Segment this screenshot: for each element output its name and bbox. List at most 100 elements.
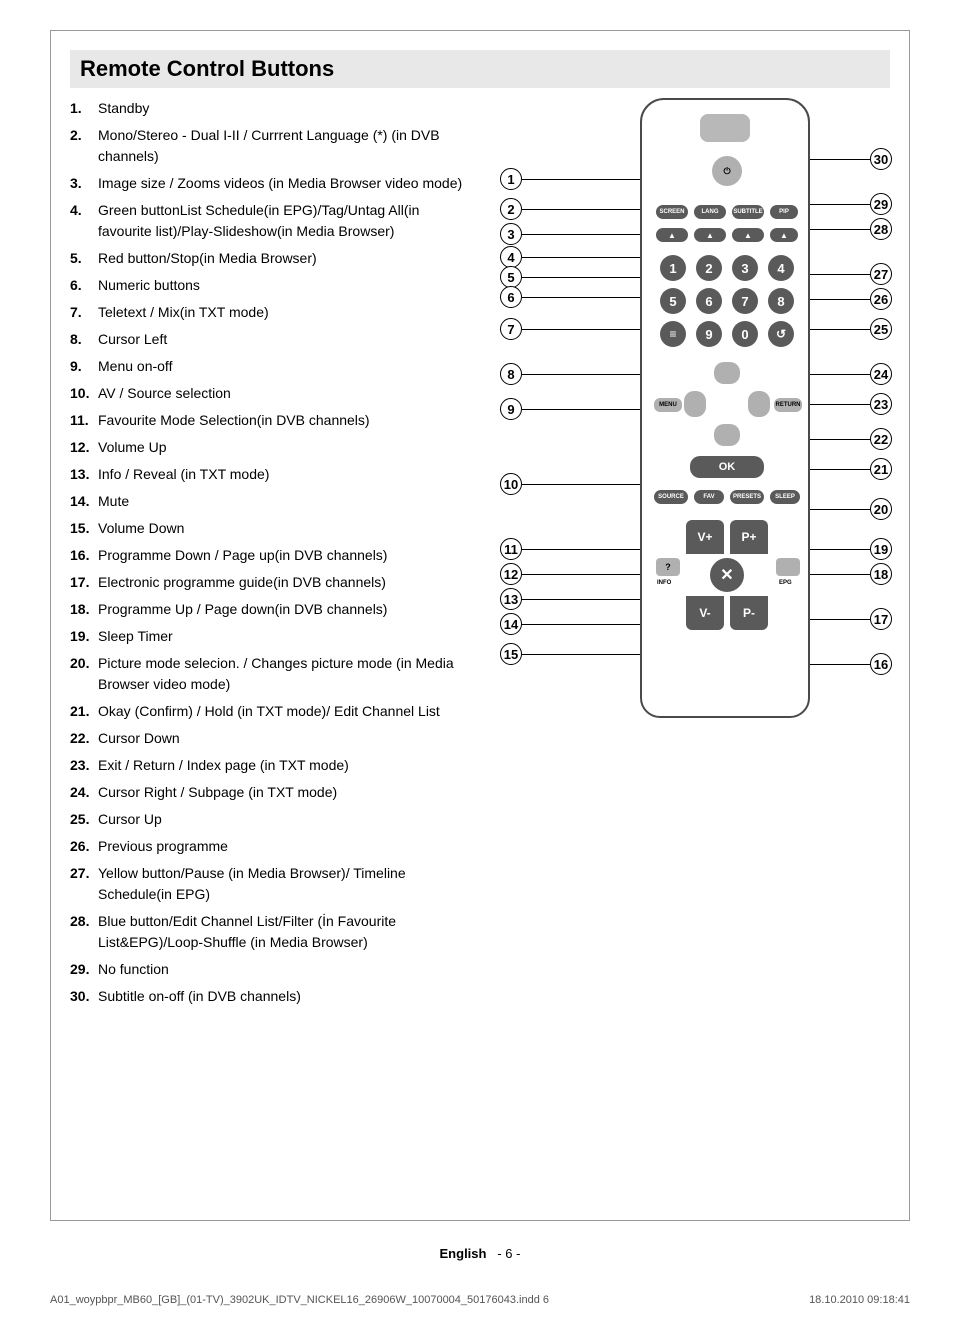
callout-line: [522, 574, 640, 575]
program-up[interactable]: P+: [730, 520, 768, 554]
key-3[interactable]: 3: [732, 255, 758, 281]
callout-line: [522, 374, 640, 375]
list-item-text: Info / Reveal (in TXT mode): [98, 464, 470, 485]
presets-button[interactable]: PRESETS: [730, 490, 764, 504]
red-button[interactable]: ▲: [656, 228, 688, 242]
key-9[interactable]: 9: [696, 321, 722, 347]
yellow-button[interactable]: ▲: [732, 228, 764, 242]
list-item: 29.No function: [70, 959, 470, 980]
list-item-number: 15.: [70, 518, 98, 539]
list-item-number: 19.: [70, 626, 98, 647]
list-item-text: Programme Down / Page up(in DVB channels…: [98, 545, 470, 566]
teletext-button[interactable]: ≡: [660, 321, 686, 347]
list-item-text: Blue button/Edit Channel List/Filter (İn…: [98, 911, 470, 953]
list-item-text: Image size / Zooms videos (in Media Brow…: [98, 173, 470, 194]
green-button[interactable]: ▲: [694, 228, 726, 242]
button-list: 1.Standby2.Mono/Stereo - Dual I-II / Cur…: [70, 98, 470, 1013]
list-item-number: 11.: [70, 410, 98, 431]
program-down[interactable]: P-: [730, 596, 768, 630]
ir-window: [700, 114, 750, 142]
list-item: 18.Programme Up / Page down(in DVB chann…: [70, 599, 470, 620]
list-item: 23.Exit / Return / Index page (in TXT mo…: [70, 755, 470, 776]
epg-button[interactable]: [776, 558, 800, 576]
callout-28: 28: [870, 218, 892, 240]
return-button[interactable]: RETURN: [774, 398, 802, 412]
meta-timestamp: 18.10.2010 09:18:41: [809, 1294, 910, 1306]
callout-line: [810, 404, 870, 405]
list-item: 7.Teletext / Mix(in TXT mode): [70, 302, 470, 323]
list-item: 14.Mute: [70, 491, 470, 512]
key-1[interactable]: 1: [660, 255, 686, 281]
callout-3: 3: [500, 223, 522, 245]
cursor-right[interactable]: [748, 391, 770, 417]
volume-up[interactable]: V+: [686, 520, 724, 554]
callout-line: [810, 509, 870, 510]
list-item-text: Previous programme: [98, 836, 470, 857]
volume-down[interactable]: V-: [686, 596, 724, 630]
key-0[interactable]: 0: [732, 321, 758, 347]
cursor-left[interactable]: [684, 391, 706, 417]
cursor-up[interactable]: [714, 362, 740, 384]
list-item: 11.Favourite Mode Selection(in DVB chann…: [70, 410, 470, 431]
callout-15: 15: [500, 643, 522, 665]
sleep-button[interactable]: SLEEP: [770, 490, 800, 504]
list-item: 28.Blue button/Edit Channel List/Filter …: [70, 911, 470, 953]
list-item-number: 16.: [70, 545, 98, 566]
callout-line: [810, 619, 870, 620]
list-item-text: AV / Source selection: [98, 383, 470, 404]
callout-line: [522, 549, 640, 550]
callout-7: 7: [500, 318, 522, 340]
key-8[interactable]: 8: [768, 288, 794, 314]
list-item: 19.Sleep Timer: [70, 626, 470, 647]
key-7[interactable]: 7: [732, 288, 758, 314]
callout-line: [810, 664, 870, 665]
list-item-number: 30.: [70, 986, 98, 1007]
list-item-number: 7.: [70, 302, 98, 323]
callout-line: [522, 599, 640, 600]
key-2[interactable]: 2: [696, 255, 722, 281]
menu-button[interactable]: MENU: [654, 398, 682, 412]
callout-19: 19: [870, 538, 892, 560]
list-item-number: 10.: [70, 383, 98, 404]
list-item: 20.Picture mode selecion. / Changes pict…: [70, 653, 470, 695]
callout-8: 8: [500, 363, 522, 385]
lang-button[interactable]: LANG: [694, 205, 726, 219]
callout-line: [810, 274, 870, 275]
pip-button[interactable]: PIP: [770, 205, 798, 219]
list-item: 16.Programme Down / Page up(in DVB chann…: [70, 545, 470, 566]
mute-button[interactable]: ✕: [708, 556, 746, 594]
cursor-down[interactable]: [714, 424, 740, 446]
footer-sep: -: [497, 1246, 501, 1261]
list-item: 30.Subtitle on-off (in DVB channels): [70, 986, 470, 1007]
callout-line: [522, 179, 640, 180]
key-4[interactable]: 4: [768, 255, 794, 281]
callout-27: 27: [870, 263, 892, 285]
list-item-number: 6.: [70, 275, 98, 296]
callout-26: 26: [870, 288, 892, 310]
screen-button[interactable]: SCREEN: [656, 205, 688, 219]
callout-30: 30: [870, 148, 892, 170]
callout-line: [522, 409, 640, 410]
info-icon-button[interactable]: ?: [656, 558, 680, 576]
list-item-text: Electronic programme guide(in DVB channe…: [98, 572, 470, 593]
epg-label: EPG: [779, 580, 792, 586]
list-item-text: Exit / Return / Index page (in TXT mode): [98, 755, 470, 776]
subtitle-button[interactable]: SUBTITLE: [732, 205, 764, 219]
callout-25: 25: [870, 318, 892, 340]
fav-button[interactable]: FAV: [694, 490, 724, 504]
callout-17: 17: [870, 608, 892, 630]
ok-button[interactable]: OK: [690, 456, 764, 478]
source-button[interactable]: SOURCE: [654, 490, 688, 504]
previous-button[interactable]: ↺: [768, 321, 794, 347]
callout-6: 6: [500, 286, 522, 308]
key-5[interactable]: 5: [660, 288, 686, 314]
callout-line: [522, 484, 640, 485]
list-item-text: No function: [98, 959, 470, 980]
blue-button[interactable]: ▲: [770, 228, 798, 242]
list-item-text: Mono/Stereo - Dual I-II / Currrent Langu…: [98, 125, 470, 167]
key-6[interactable]: 6: [696, 288, 722, 314]
list-item-text: Picture mode selecion. / Changes picture…: [98, 653, 470, 695]
power-button[interactable]: ⏻: [712, 156, 742, 186]
list-item-text: Mute: [98, 491, 470, 512]
list-item-text: Standby: [98, 98, 470, 119]
